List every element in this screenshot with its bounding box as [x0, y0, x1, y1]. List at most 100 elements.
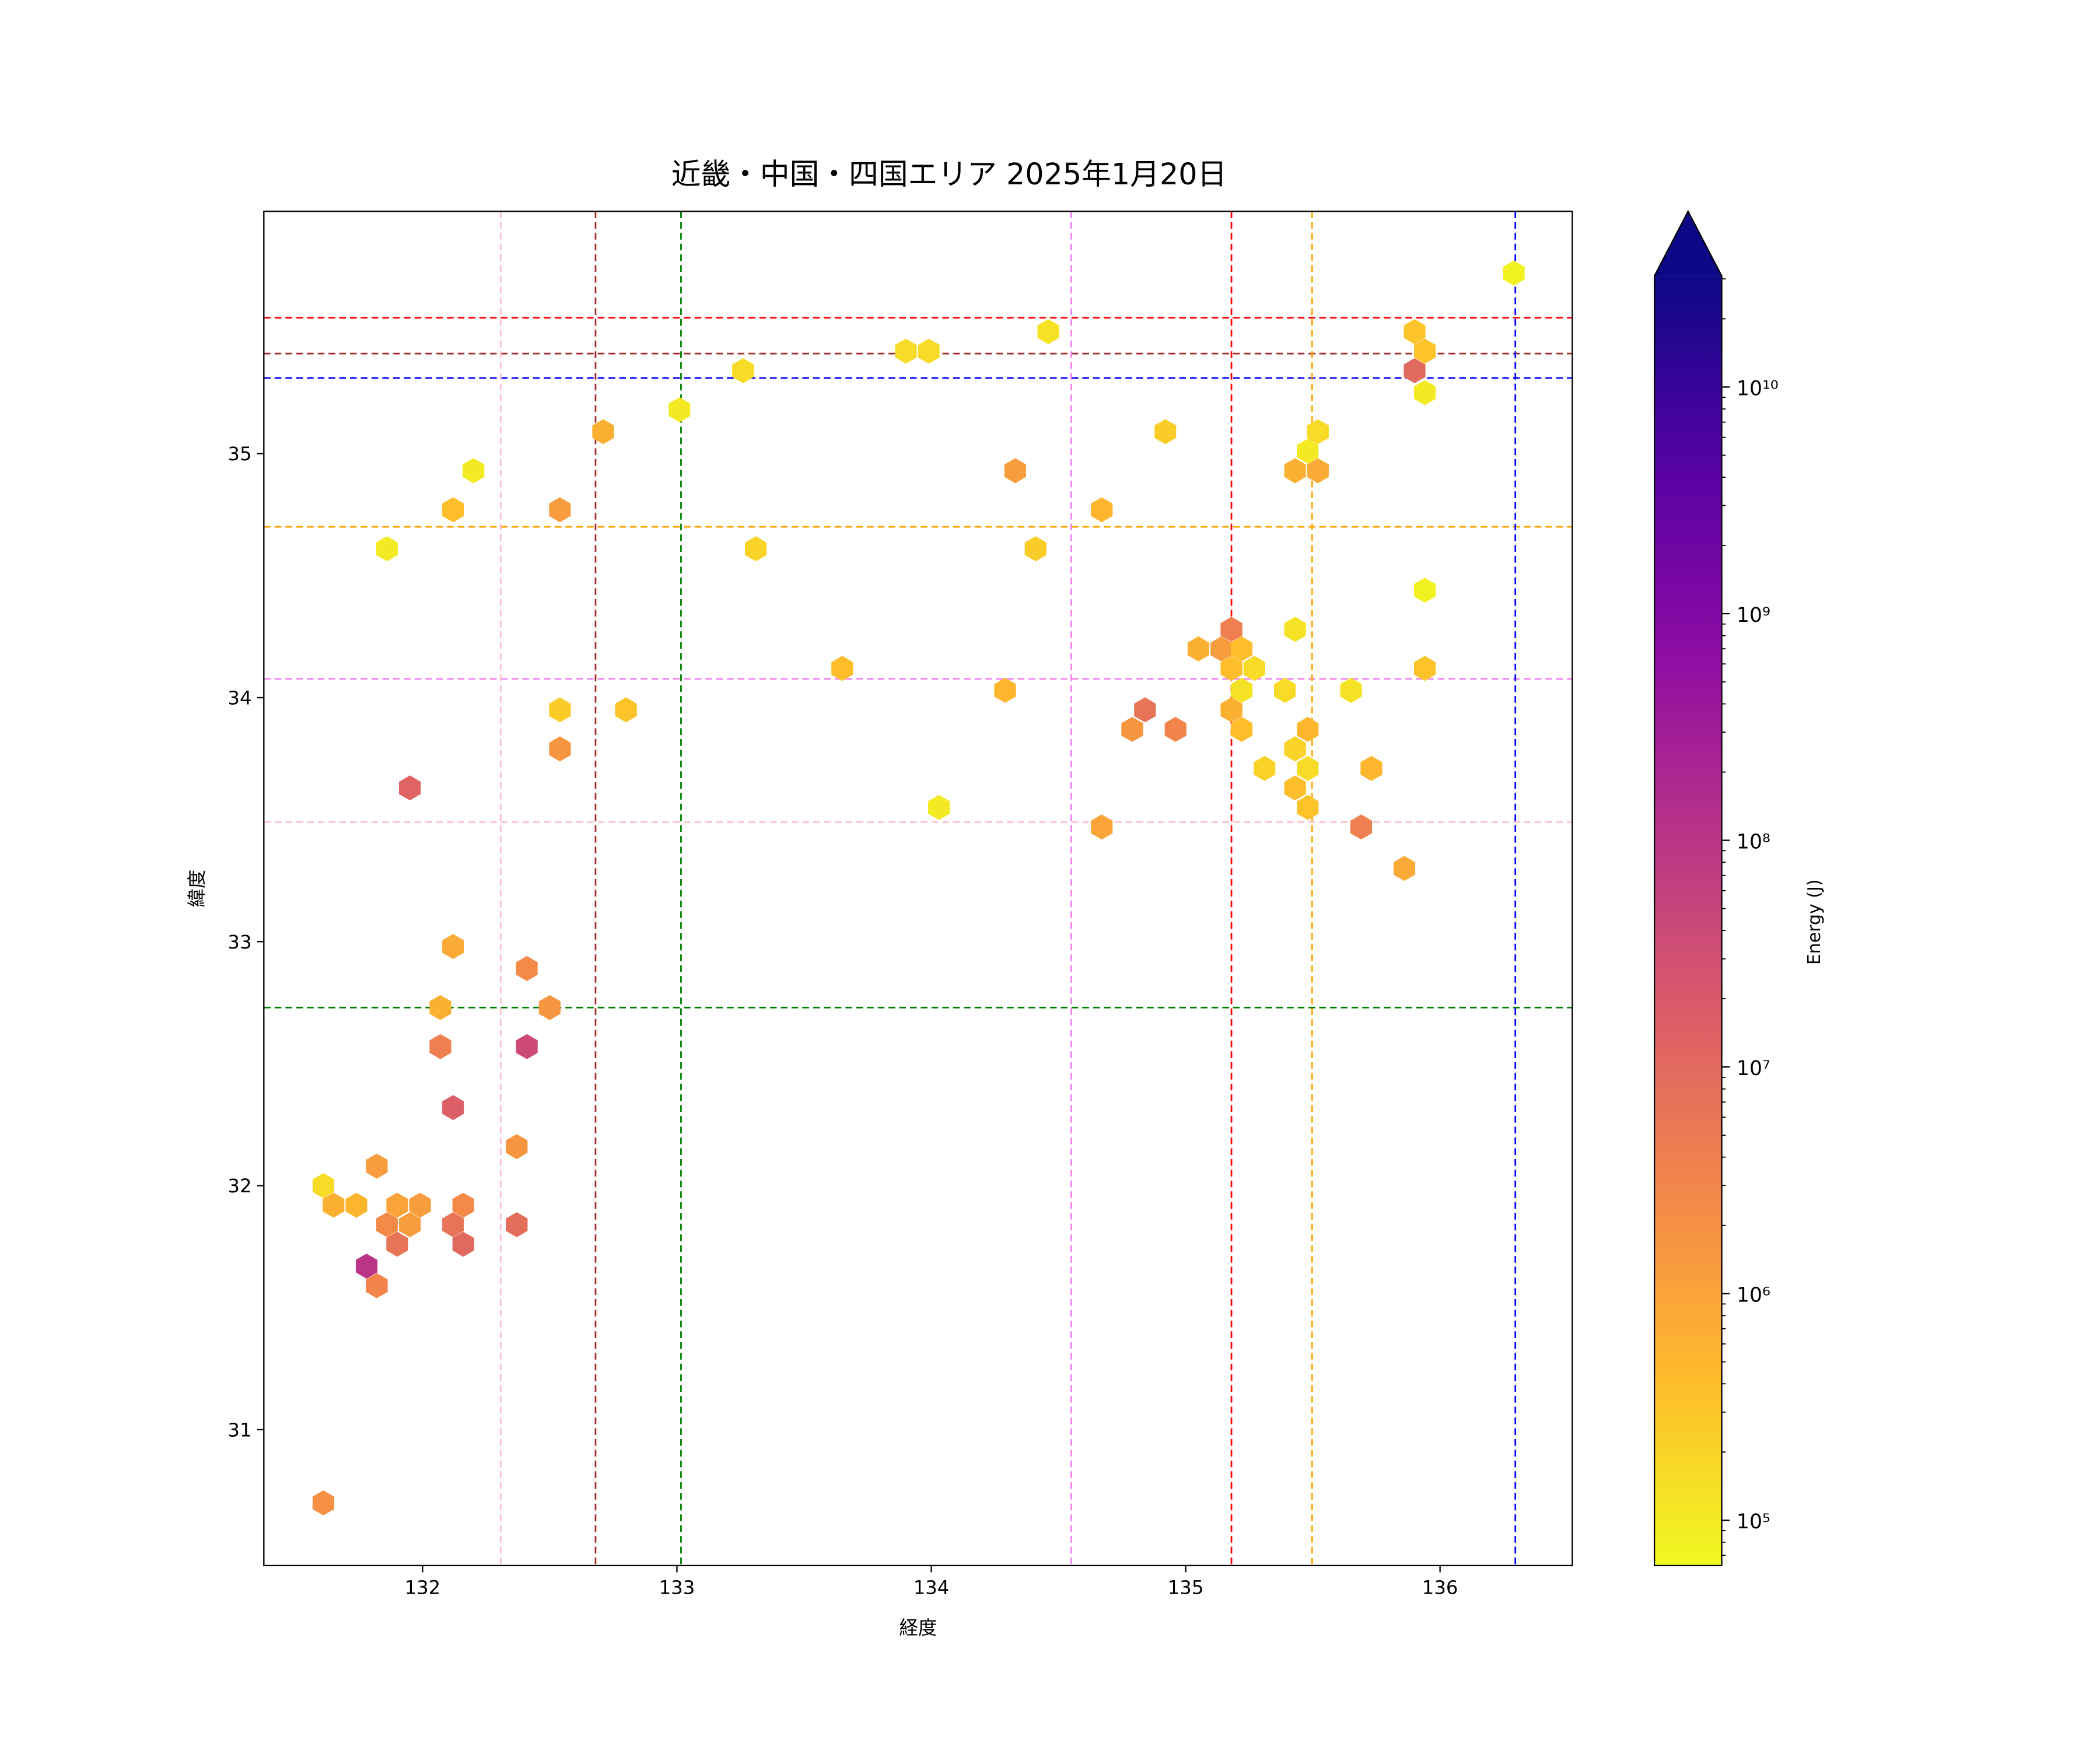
hexbin-cell [549, 736, 571, 762]
colorbar-tick-label: 10⁶ [1737, 1283, 1770, 1307]
hexbin-cell [1154, 419, 1177, 444]
axes-frame [263, 211, 1573, 1566]
hexbin-cell [1307, 458, 1329, 484]
x-tick-label: 136 [1422, 1576, 1458, 1598]
hexbin-cell [1220, 697, 1242, 723]
hexbin-cell [1414, 656, 1436, 681]
hexbin-cell [668, 397, 691, 422]
hexbin-cell [1360, 755, 1382, 781]
hexbin-cell [918, 338, 940, 364]
hexbin-cell [429, 995, 452, 1020]
hexbin-cell [462, 458, 485, 484]
hexbin-cell [1414, 578, 1436, 603]
hexbin-cell [399, 1212, 421, 1237]
y-axis-ticks: 31 32 33 34 35 [228, 443, 264, 1441]
hexbin-cell [312, 1490, 334, 1516]
hexbin-cell [409, 1192, 431, 1218]
hexbin-cell [355, 1254, 378, 1279]
colorbar-tick-label: 10⁵ [1737, 1510, 1770, 1534]
hexbin-cell [1340, 677, 1362, 703]
hexbin-cell [399, 775, 421, 801]
y-tick-label: 31 [228, 1419, 251, 1441]
colorbar-tick-label: 10¹⁰ [1737, 377, 1779, 400]
hexbin-cell [366, 1273, 388, 1298]
hexbin-cell [1284, 736, 1306, 762]
hexbin-cell [386, 1192, 408, 1218]
hexbin-cell [1164, 716, 1186, 742]
hexbin-cell [516, 956, 538, 981]
hexbin-cell [452, 1231, 474, 1257]
hexbin-cell [1230, 677, 1253, 703]
hexbin-cell [1091, 497, 1113, 523]
hexbin-cell [615, 697, 637, 723]
hexbin-cell [928, 794, 950, 820]
y-tick-label: 32 [228, 1175, 251, 1197]
y-tick-label: 33 [228, 931, 251, 953]
x-tick-label: 135 [1168, 1576, 1204, 1598]
colorbar-tick-label: 10⁷ [1737, 1057, 1770, 1080]
hexbin-cell [1243, 656, 1265, 681]
hexbin-cells [312, 260, 1525, 1516]
hexbin-cell [1350, 814, 1372, 840]
hexbin-cell [1297, 439, 1319, 464]
hexbin-cell [1037, 319, 1059, 345]
hexbin-cell [312, 1173, 334, 1199]
hexbin-cell [442, 1212, 464, 1237]
hexbin-cell [1307, 419, 1329, 444]
hexbin-cell [366, 1153, 388, 1179]
hexbin-cell [1404, 319, 1426, 345]
hexbin-cell [1414, 380, 1436, 405]
hexbin-cell [1220, 656, 1242, 681]
hexbin-cell [994, 677, 1016, 703]
hexbin-cell [538, 995, 561, 1020]
hexbin-cell [345, 1192, 368, 1218]
hexbin-cell [1230, 716, 1253, 742]
hexbin-cell [506, 1134, 528, 1160]
hexbin-cell [1210, 636, 1233, 662]
hexbin-cell [386, 1231, 408, 1257]
hexbin-cell [1024, 536, 1046, 562]
hexbin-cell [1297, 794, 1319, 820]
colorbar-tick-label: 10⁹ [1737, 604, 1770, 627]
x-axis-ticks: 132 133 134 135 136 [405, 1565, 1458, 1598]
colorbar: 10⁵ 10⁶ 10⁷ 10⁸ 10⁹ 10¹⁰ Energy (J) [1653, 209, 1825, 1566]
hexbin-cell [376, 1212, 398, 1237]
y-tick-label: 35 [228, 443, 251, 465]
hexbin-cell [549, 497, 571, 523]
hexbin-cell [1284, 775, 1306, 801]
colorbar-outline [1653, 209, 1723, 1566]
hexbin-cell [1220, 617, 1242, 642]
chart-title: 近畿・中国・四国エリア 2025年1月20日 [671, 157, 1227, 191]
hexbin-cell [429, 1034, 452, 1059]
y-axis-label: 緯度 [186, 870, 208, 908]
hexbin-cell [732, 358, 754, 383]
hexbin-cell [1297, 716, 1319, 742]
colorbar-tick-label: 10⁸ [1737, 830, 1770, 853]
hexbin-cell [1091, 814, 1113, 840]
hexbin-cell [452, 1192, 474, 1218]
hexbin-cell [442, 497, 464, 523]
hexbin-cell [1230, 636, 1253, 662]
hexbin-cell [1284, 458, 1306, 484]
x-tick-label: 133 [659, 1576, 695, 1598]
hexbin-cell [745, 536, 767, 562]
hexbin-cell [1414, 338, 1436, 364]
plot-area: 132 133 134 135 136 31 32 33 34 35 [228, 211, 1573, 1598]
hexbin-cell [549, 697, 571, 723]
hexbin-cell [831, 656, 853, 681]
hexbin-cell [376, 536, 398, 562]
hexbin-cell [1134, 697, 1156, 723]
hexbin-cell [1121, 716, 1143, 742]
hexbin-cell [506, 1212, 528, 1237]
hexbin-cell [1503, 260, 1525, 286]
y-tick-label: 34 [228, 687, 251, 709]
hexbin-cell [442, 934, 464, 959]
hexbin-cell [516, 1034, 538, 1059]
hexbin-cell [1187, 636, 1209, 662]
hexbin-cell [895, 338, 917, 364]
hexbin-cell [442, 1095, 464, 1121]
hexbin-cell [323, 1192, 345, 1218]
x-axis-label: 経度 [900, 1617, 937, 1639]
hexbin-cell [1297, 755, 1319, 781]
